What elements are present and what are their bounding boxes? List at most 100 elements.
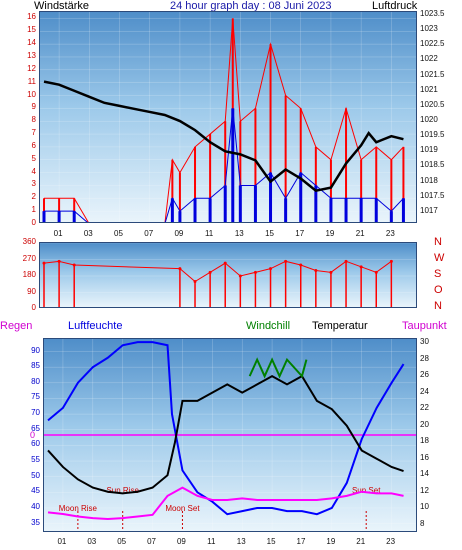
climate-x-tick: 15 bbox=[266, 537, 276, 546]
temperature-y-tick: 14 bbox=[420, 469, 429, 479]
wind-axis-title: Windstärke bbox=[34, 0, 90, 12]
top-x-tick: 07 bbox=[144, 229, 154, 238]
wind-y-tick: 9 bbox=[31, 102, 36, 112]
pressure-y-tick: 1020.5 bbox=[420, 99, 445, 109]
pressure-y-tick: 1019 bbox=[420, 145, 438, 155]
wind-pressure-plot bbox=[40, 12, 416, 222]
pressure-y-tick: 1017 bbox=[420, 205, 438, 215]
gust-bar-line bbox=[44, 18, 404, 222]
wind-y-tick: 16 bbox=[27, 12, 36, 22]
wind-pressure-panel bbox=[39, 11, 417, 223]
temperature-y-tick: 12 bbox=[420, 485, 429, 495]
temperature-y-tick: 20 bbox=[420, 419, 429, 429]
dewpoint-label: Taupunkt bbox=[402, 320, 447, 332]
direction-y-tick: 270 bbox=[22, 253, 36, 263]
climate-panel: Sun Rise Sun Set Moon Rise Moon Set bbox=[43, 338, 417, 532]
wind-y-tick: 0 bbox=[31, 218, 36, 227]
climate-x-tick: 09 bbox=[176, 537, 186, 546]
top-x-tick: 13 bbox=[234, 229, 244, 238]
sun-set-label: Sun Set bbox=[352, 486, 381, 495]
pressure-y-tick: 1022.5 bbox=[420, 39, 445, 49]
top-x-tick: 23 bbox=[385, 229, 395, 238]
windchill-label: Windchill bbox=[246, 320, 291, 332]
sun-rise-label: Sun Rise bbox=[106, 486, 139, 495]
wind-bar-line bbox=[44, 108, 404, 222]
pressure-line bbox=[43, 80, 404, 193]
humidity-label: Luftfeuchte bbox=[68, 320, 123, 332]
pressure-y-tick: 1018.5 bbox=[420, 160, 445, 170]
top-x-tick: 11 bbox=[204, 229, 214, 238]
wind-direction-panel bbox=[39, 242, 417, 308]
climate-x-tick: 07 bbox=[147, 537, 157, 546]
direction-y-tick: 360 bbox=[22, 237, 36, 246]
climate-x-tick: 23 bbox=[386, 537, 396, 546]
top-x-tick: 17 bbox=[295, 229, 305, 238]
wind-y-tick: 7 bbox=[31, 128, 36, 138]
wind-y-tick: 13 bbox=[27, 50, 36, 60]
humidity-y-tick: 90 bbox=[31, 345, 40, 355]
climate-x-tick: 19 bbox=[326, 537, 336, 546]
wind-y-tick: 2 bbox=[31, 192, 36, 202]
direction-y-tick: 0 bbox=[31, 303, 36, 312]
compass-label: N bbox=[434, 300, 442, 312]
climate-x-tick: 13 bbox=[236, 537, 246, 546]
humidity-y-tick: 55 bbox=[31, 455, 40, 465]
temperature-y-tick: 22 bbox=[420, 403, 429, 413]
wind-y-tick: 5 bbox=[31, 153, 36, 163]
temperature-y-tick: 18 bbox=[420, 436, 429, 446]
wind-y-tick: 10 bbox=[27, 89, 36, 99]
rain-label: Regen bbox=[0, 320, 33, 332]
climate-x-tick: 03 bbox=[87, 537, 97, 546]
compass-label: N bbox=[434, 236, 442, 248]
humidity-y-tick: 35 bbox=[31, 517, 40, 527]
climate-x-tick: 17 bbox=[296, 537, 306, 546]
temperature-y-tick: 8 bbox=[420, 518, 425, 528]
temperature-y-tick: 30 bbox=[420, 337, 429, 347]
direction-line bbox=[43, 260, 392, 283]
temperature-y-tick: 26 bbox=[420, 370, 429, 380]
pressure-y-tick: 1020 bbox=[420, 115, 438, 125]
climate-x-tick: 11 bbox=[207, 537, 216, 546]
wind-y-tick: 1 bbox=[31, 205, 36, 215]
humidity-y-tick: 80 bbox=[31, 376, 40, 386]
pressure-y-tick: 1022 bbox=[420, 54, 438, 64]
humidity-y-tick: 50 bbox=[31, 470, 40, 480]
pressure-y-tick: 1021.5 bbox=[420, 69, 445, 79]
humidity-y-tick: 70 bbox=[31, 408, 40, 418]
temperature-y-tick: 28 bbox=[420, 353, 429, 363]
pressure-y-tick: 1023.5 bbox=[420, 9, 445, 19]
humidity-y-tick: 85 bbox=[31, 361, 40, 371]
pressure-y-tick: 1023 bbox=[420, 24, 438, 34]
climate-x-tick: 05 bbox=[117, 537, 127, 546]
top-x-tick: 21 bbox=[355, 229, 365, 238]
top-x-tick: 09 bbox=[174, 229, 184, 238]
humidity-y-tick: 45 bbox=[31, 486, 40, 496]
moon-rise-label: Moon Rise bbox=[59, 504, 98, 513]
wind-y-tick: 8 bbox=[31, 115, 36, 125]
rain-value: 0 bbox=[30, 430, 36, 440]
compass-label: O bbox=[434, 284, 443, 296]
temperature-line bbox=[47, 374, 404, 495]
wind-y-tick: 6 bbox=[31, 140, 36, 150]
humidity-y-tick: 60 bbox=[31, 439, 40, 449]
dewpoint-line bbox=[47, 486, 404, 520]
compass-label: W bbox=[434, 252, 445, 264]
wind-y-tick: 14 bbox=[27, 38, 36, 48]
pressure-y-tick: 1017.5 bbox=[420, 190, 445, 200]
windchill-line bbox=[248, 357, 308, 379]
temperature-y-tick: 16 bbox=[420, 452, 429, 462]
climate-plot: Sun Rise Sun Set Moon Rise Moon Set bbox=[44, 339, 416, 531]
wind-y-tick: 3 bbox=[31, 179, 36, 189]
top-x-tick: 15 bbox=[265, 229, 274, 238]
top-x-tick: 19 bbox=[325, 229, 335, 238]
pressure-y-tick: 1021 bbox=[420, 84, 438, 94]
pressure-y-tick: 1019.5 bbox=[420, 130, 445, 140]
wind-y-tick: 11 bbox=[27, 76, 36, 86]
wind-direction-plot bbox=[40, 243, 416, 307]
humidity-line bbox=[47, 341, 405, 516]
wind-y-tick: 4 bbox=[31, 166, 36, 176]
humidity-y-tick: 65 bbox=[31, 423, 40, 433]
top-x-tick: 03 bbox=[83, 229, 93, 238]
direction-y-tick: 180 bbox=[22, 270, 36, 279]
humidity-y-tick: 75 bbox=[31, 392, 40, 402]
